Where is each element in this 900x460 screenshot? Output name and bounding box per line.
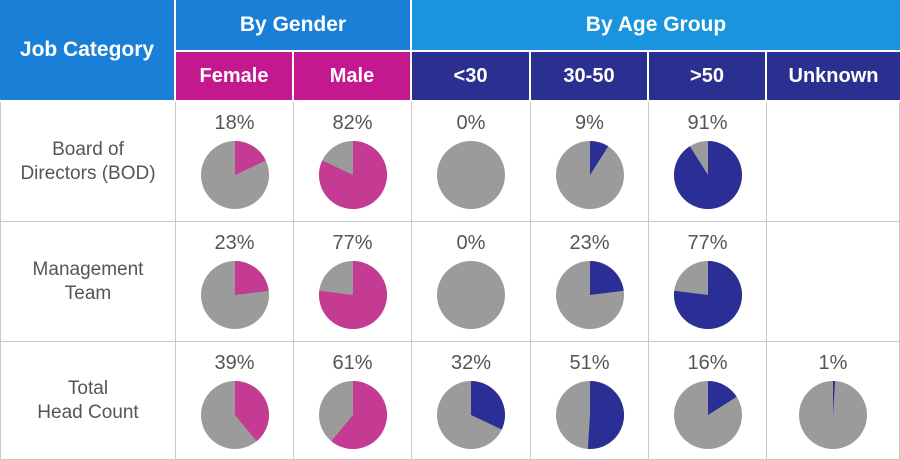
pie-cell: 39%: [176, 342, 294, 460]
pie-cell: 9%: [531, 102, 649, 222]
row-label: Management Team: [0, 222, 176, 342]
pie-slice-value: [318, 141, 387, 209]
pie-slice-value: [833, 381, 836, 415]
pie-cell: 0%: [412, 102, 531, 222]
by-gender-header: By Gender: [176, 0, 410, 50]
column-header-label: Unknown: [788, 64, 879, 87]
column-header-label: Female: [199, 64, 269, 87]
pie-cell: 1%: [767, 342, 900, 460]
pie-cell: [767, 102, 900, 222]
pie-slice-value: [707, 381, 737, 415]
percent-label: 18%: [214, 112, 255, 134]
row-label: Total Head Count: [0, 342, 176, 460]
percent-label: 9%: [575, 112, 604, 134]
percent-label: 77%: [332, 232, 373, 254]
pie-slice-value: [673, 141, 742, 209]
row-label-line: Team: [64, 282, 112, 304]
pie-chart: [200, 141, 269, 209]
percent-label: 91%: [687, 112, 728, 134]
column-header-label: 30-50: [563, 64, 615, 87]
percent-label: 23%: [569, 232, 610, 254]
pie-cell: 91%: [649, 102, 767, 222]
pie-chart: [318, 141, 387, 209]
row-label-line: Total: [67, 377, 109, 399]
pie-slice-value: [234, 141, 266, 175]
pie-chart: [555, 380, 624, 449]
by-age-group-header: By Age Group: [412, 0, 900, 50]
pie-chart: [673, 261, 742, 329]
percent-label: 0%: [456, 232, 486, 254]
pie-chart: [437, 261, 505, 329]
pie-chart: [200, 261, 269, 329]
pie-cell: 16%: [649, 342, 767, 460]
pie-chart: [673, 381, 742, 449]
row-label-line: Management: [32, 258, 144, 280]
pie-slice-rest: [437, 141, 505, 209]
percent-label: 51%: [569, 352, 610, 374]
pie-slice-value: [471, 381, 505, 430]
percent-label: 82%: [332, 112, 373, 134]
column-header-over-50: >50: [649, 52, 765, 100]
row-label-line: Directors (BOD): [20, 162, 156, 184]
pie-cell: 18%: [176, 102, 294, 222]
pie-slice-value: [589, 261, 624, 295]
percent-label: 32%: [450, 352, 492, 374]
row-label: Board of Directors (BOD): [0, 102, 176, 222]
pie-chart: [318, 261, 387, 329]
pie-cell: 61%: [294, 342, 412, 460]
row-label-line: Board of: [52, 138, 124, 160]
pie-cell: 23%: [176, 222, 294, 342]
by-age-group-label: By Age Group: [585, 13, 727, 36]
percent-label: 0%: [456, 112, 486, 134]
column-header-female: Female: [176, 52, 292, 100]
pie-slice-value: [318, 261, 387, 329]
pie-chart: [437, 141, 505, 209]
pie-cell: 77%: [649, 222, 767, 342]
pie-cell: 82%: [294, 102, 412, 222]
by-gender-label: By Gender: [239, 13, 347, 36]
column-header-30-50: 30-50: [531, 52, 647, 100]
percent-label: 61%: [332, 352, 373, 374]
pie-cell: 77%: [294, 222, 412, 342]
pie-slice-rest: [437, 261, 505, 329]
pie-chart: [200, 381, 269, 449]
column-header-under-30: <30: [412, 52, 529, 100]
percent-label: 1%: [818, 352, 848, 374]
column-header-label: Male: [329, 64, 375, 87]
pie-chart: [555, 141, 624, 209]
pie-slice-value: [330, 381, 387, 449]
percent-label: 16%: [687, 352, 728, 374]
pie-slice-value: [234, 381, 269, 442]
pie-chart: [799, 381, 867, 449]
column-header-label: >50: [690, 64, 724, 87]
pie-cell: [767, 222, 900, 342]
pie-cell: 0%: [412, 222, 531, 342]
job-category-header: Job Category: [0, 0, 175, 100]
pie-chart: [318, 381, 387, 449]
pie-slice-value: [589, 141, 608, 175]
pie-chart: [555, 261, 624, 329]
row-label-line: Head Count: [37, 401, 139, 423]
pie-chart: [437, 381, 505, 449]
pie-chart: [673, 141, 742, 209]
percent-label: 23%: [214, 232, 255, 254]
percent-label: 77%: [687, 232, 728, 254]
pie-cell: 23%: [531, 222, 649, 342]
column-header-male: Male: [294, 52, 410, 100]
pie-slice-value: [587, 380, 624, 449]
pie-slice-value: [234, 261, 269, 295]
column-header-unknown: Unknown: [767, 52, 900, 100]
pie-slice-value: [673, 261, 742, 329]
percent-label: 39%: [214, 352, 255, 374]
job-category-label: Job Category: [19, 38, 155, 61]
column-header-label: <30: [453, 64, 488, 87]
pie-cell: 51%: [531, 342, 649, 460]
pie-cell: 32%: [412, 342, 531, 460]
